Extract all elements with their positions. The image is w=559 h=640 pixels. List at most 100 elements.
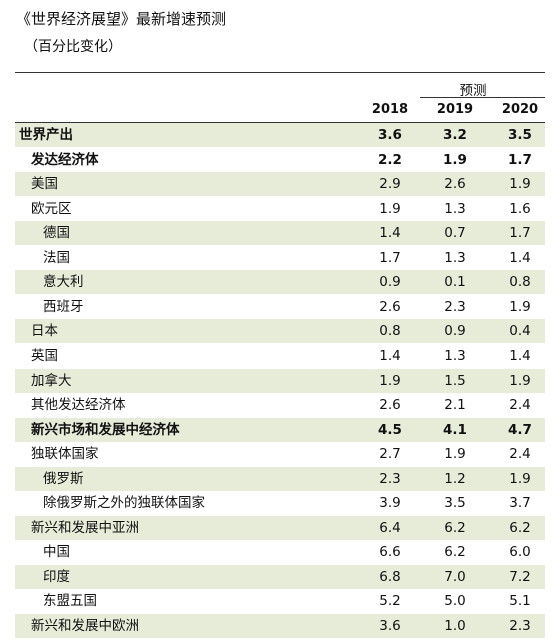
row-label: 独联体国家 (31, 446, 99, 463)
column-header: 2019 (436, 102, 474, 117)
row-label: 中国 (43, 544, 70, 561)
cell-value: 0.9 (444, 323, 466, 340)
table-row: 新兴市场和发展中经济体 4.5 4.1 4.7 (15, 417, 545, 442)
cell-value: 2.6 (379, 298, 401, 315)
cell-value: 2.4 (509, 446, 531, 463)
cell-value: 1.4 (509, 249, 531, 266)
cell-value: 1.0 (444, 618, 466, 634)
cell-value: 1.6 (509, 200, 531, 217)
header-rule (15, 122, 545, 123)
row-label: 新兴市场和发展中经济体 (31, 421, 180, 438)
row-label: 新兴和发展中欧洲 (31, 618, 139, 634)
cell-value: 1.9 (379, 200, 401, 217)
cell-value: 1.9 (379, 372, 401, 389)
table-row: 德国 1.4 0.7 1.7 (15, 221, 545, 246)
row-label: 德国 (43, 225, 70, 242)
column-header: 2018 (371, 102, 409, 117)
cell-value: 1.9 (509, 470, 531, 487)
table-row: 除俄罗斯之外的独联体国家 3.9 3.5 3.7 (15, 491, 545, 515)
table-row: 俄罗斯 2.3 1.2 1.9 (15, 466, 545, 491)
row-label: 发达经济体 (31, 151, 99, 168)
cell-value: 2.6 (444, 176, 466, 193)
cell-value: 6.6 (379, 544, 401, 561)
row-label: 其他发达经济体 (31, 397, 126, 414)
table-row: 新兴和发展中亚洲 6.4 6.2 6.2 (15, 515, 545, 540)
table-row: 东盟五国 5.2 5.0 5.1 (15, 589, 545, 613)
title: 《世界经济展望》最新增速预测 (16, 10, 227, 28)
cell-value: 1.5 (444, 372, 466, 389)
row-label: 欧元区 (31, 200, 72, 217)
forecast-label: 预测 (459, 83, 487, 99)
cell-value: 3.6 (379, 618, 401, 634)
table-row: 欧元区 1.9 1.3 1.6 (15, 197, 545, 221)
cell-value: 6.2 (444, 544, 466, 561)
row-label: 除俄罗斯之外的独联体国家 (43, 495, 205, 512)
cell-value: 1.3 (444, 347, 466, 364)
table-row: 独联体国家 2.7 1.9 2.4 (15, 442, 545, 466)
cell-value: 2.3 (379, 470, 401, 487)
cell-value: 1.3 (444, 249, 466, 266)
cell-value: 4.1 (443, 421, 467, 438)
cell-value: 2.3 (444, 298, 466, 315)
row-label: 世界产出 (19, 127, 73, 143)
cell-value: 1.2 (444, 470, 466, 487)
cell-value: 6.0 (509, 544, 531, 561)
cell-value: 7.0 (444, 568, 466, 585)
row-label: 印度 (43, 568, 70, 585)
cell-value: 5.0 (444, 593, 466, 610)
row-label: 美国 (31, 176, 58, 193)
table-row: 美国 2.9 2.6 1.9 (15, 172, 545, 197)
cell-value: 1.9 (509, 372, 531, 389)
row-label: 新兴和发展中亚洲 (31, 519, 139, 536)
row-label: 俄罗斯 (43, 470, 84, 487)
cell-value: 3.2 (443, 127, 467, 143)
cell-value: 2.7 (379, 446, 401, 463)
cell-value: 1.4 (509, 347, 531, 364)
row-label: 法国 (43, 249, 70, 266)
table-row: 其他发达经济体 2.6 2.1 2.4 (15, 393, 545, 417)
forecast-rule (420, 97, 545, 98)
table-row: 意大利 0.9 0.1 0.8 (15, 270, 545, 295)
cell-value: 0.7 (444, 225, 466, 242)
row-label: 东盟五国 (43, 593, 97, 610)
cell-value: 0.9 (379, 274, 401, 291)
table-row: 法国 1.7 1.3 1.4 (15, 246, 545, 270)
cell-value: 4.7 (508, 421, 532, 438)
cell-value: 1.9 (444, 446, 466, 463)
row-label: 日本 (31, 323, 58, 340)
cell-value: 1.7 (379, 249, 401, 266)
cell-value: 7.2 (509, 568, 531, 585)
row-label: 英国 (31, 347, 58, 364)
cell-value: 4.5 (378, 421, 402, 438)
cell-value: 0.4 (509, 323, 531, 340)
cell-value: 1.3 (444, 200, 466, 217)
cell-value: 0.8 (509, 274, 531, 291)
cell-value: 1.9 (443, 151, 467, 168)
table-row: 发达经济体 2.2 1.9 1.7 (15, 148, 545, 172)
cell-value: 2.3 (509, 618, 531, 634)
cell-value: 6.4 (379, 519, 401, 536)
subtitle: （百分比变化） (24, 39, 122, 55)
cell-value: 1.7 (509, 225, 531, 242)
table-row: 加拿大 1.9 1.5 1.9 (15, 368, 545, 393)
cell-value: 3.5 (508, 127, 532, 143)
table-row: 中国 6.6 6.2 6.0 (15, 540, 545, 564)
table-row: 西班牙 2.6 2.3 1.9 (15, 295, 545, 319)
cell-value: 5.1 (509, 593, 531, 610)
column-header: 2020 (501, 102, 539, 117)
cell-value: 2.2 (378, 151, 402, 168)
cell-value: 3.6 (378, 127, 402, 143)
table-row: 英国 1.4 1.3 1.4 (15, 344, 545, 368)
top-rule (15, 72, 545, 73)
cell-value: 3.5 (444, 495, 466, 512)
cell-value: 2.1 (444, 397, 466, 414)
cell-value: 0.8 (379, 323, 401, 340)
cell-value: 0.1 (444, 274, 466, 291)
cell-value: 3.9 (379, 495, 401, 512)
cell-value: 6.2 (444, 519, 466, 536)
cell-value: 2.4 (509, 397, 531, 414)
row-label: 加拿大 (31, 372, 72, 389)
cell-value: 1.9 (509, 176, 531, 193)
table-row: 日本 0.8 0.9 0.4 (15, 319, 545, 344)
table-row: 世界产出 3.6 3.2 3.5 (15, 123, 545, 147)
